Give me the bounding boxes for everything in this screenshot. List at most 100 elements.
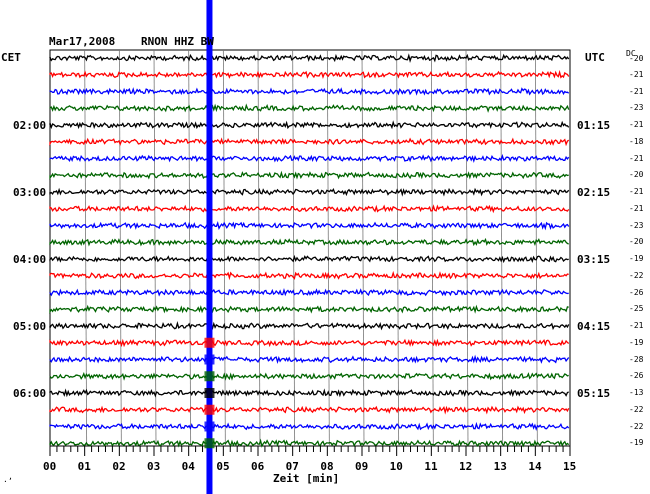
x-tick-label: 00 <box>43 460 57 473</box>
event-burst <box>204 404 215 415</box>
dc-offset-value: -20 <box>629 170 644 180</box>
minute-gridline <box>84 49 88 447</box>
seismic-trace <box>49 304 569 314</box>
minute-gridline <box>118 49 122 447</box>
utc-time-label: 02:15 <box>577 186 611 199</box>
recording-date: Mar17,2008 <box>49 35 116 48</box>
seismic-trace <box>49 254 569 264</box>
dc-offset-value: -26 <box>629 371 644 381</box>
minute-gridline <box>534 49 538 447</box>
seismic-trace <box>49 321 570 331</box>
dc-offset-value: -19 <box>629 254 644 263</box>
x-axis-title: Zeit [min] <box>273 472 340 485</box>
dc-offset-header: DC <box>626 49 636 58</box>
dc-offset-value: -19 <box>629 438 644 448</box>
seismic-trace <box>49 137 570 147</box>
utc-time-label: 04:15 <box>577 320 611 333</box>
plot-frame <box>49 49 571 447</box>
dc-offset-value: -25 <box>629 304 644 314</box>
x-tick-label: 10 <box>389 460 403 473</box>
event-burst <box>204 337 215 348</box>
dc-offset-value: -13 <box>629 388 644 397</box>
x-tick-label: 07 <box>285 460 299 473</box>
event-burst <box>204 371 215 382</box>
seismic-trace <box>49 204 570 214</box>
seismic-trace <box>49 372 569 381</box>
minute-gridline <box>396 49 400 447</box>
dc-offset-value: -21 <box>629 69 644 79</box>
minute-gridline <box>188 49 192 447</box>
event-burst <box>204 421 215 432</box>
cet-time-label: 04:00 <box>13 253 47 266</box>
minute-gridline <box>326 49 330 447</box>
x-tick-label: 05 <box>216 460 230 473</box>
x-tick-label: 13 <box>493 460 507 473</box>
seismic-trace <box>49 120 570 130</box>
seismic-trace <box>49 388 570 398</box>
event-burst <box>204 388 215 398</box>
seismic-trace <box>49 170 569 180</box>
seismic-trace <box>49 338 570 348</box>
utc-time-label: 05:15 <box>577 387 611 400</box>
right-timezone-label: UTC <box>585 51 605 64</box>
seismic-trace <box>49 221 570 231</box>
x-tick-label: 09 <box>355 460 369 473</box>
seismic-trace <box>49 270 569 281</box>
minute-gridline <box>257 49 261 447</box>
utc-time-label: 03:15 <box>577 253 611 266</box>
seismic-trace <box>49 53 570 63</box>
dc-offset-value: -21 <box>629 120 644 129</box>
station-channel: RNON HHZ BW <box>141 35 214 48</box>
seismic-trace <box>49 237 570 247</box>
x-tick-label: 01 <box>77 460 91 473</box>
dc-offset-value: -22 <box>629 270 644 280</box>
seismic-trace <box>49 153 570 164</box>
minute-gridline <box>430 49 434 447</box>
dc-offset-value: -22 <box>629 404 644 414</box>
minute-gridline <box>153 49 157 447</box>
dc-offset-value: -23 <box>629 220 644 230</box>
seismic-trace <box>49 187 570 197</box>
minute-gridline <box>465 49 469 447</box>
x-tick-label: 06 <box>251 460 265 473</box>
corner-mark: ·ʼ <box>3 477 13 486</box>
dc-offset-value: -23 <box>629 103 644 113</box>
seismic-trace <box>49 421 570 431</box>
left-timezone-label: CET <box>1 51 21 64</box>
minute-gridline <box>222 49 226 447</box>
seismic-trace <box>49 287 569 297</box>
seismic-trace <box>49 103 570 113</box>
cet-time-label: 03:00 <box>13 186 47 199</box>
x-tick-label: 14 <box>528 460 542 473</box>
dc-offset-value: -21 <box>629 321 644 330</box>
event-burst <box>204 438 215 449</box>
cet-time-label: 02:00 <box>13 119 47 132</box>
dc-offset-value: -20 <box>629 237 644 247</box>
seismic-trace <box>49 354 570 365</box>
minute-gridline <box>292 49 296 447</box>
cet-time-label: 06:00 <box>13 387 47 400</box>
seismic-trace <box>49 405 570 415</box>
dc-offset-value: -18 <box>629 136 644 146</box>
dc-offset-value: -28 <box>629 354 644 364</box>
minute-gridline <box>500 49 504 447</box>
dc-offset-value: -21 <box>629 203 644 213</box>
x-tick-label: 11 <box>424 460 438 473</box>
dc-offset-value: -21 <box>629 187 644 196</box>
dc-offset-value: -21 <box>629 86 644 96</box>
x-tick-label: 15 <box>563 460 577 473</box>
utc-time-label: 01:15 <box>577 119 611 132</box>
dc-offset-value: -20 <box>629 54 644 63</box>
event-burst <box>204 354 215 365</box>
x-tick-label: 12 <box>459 460 473 473</box>
seismic-trace <box>49 69 570 80</box>
seismic-trace <box>49 438 570 448</box>
event-marker-line <box>206 0 213 494</box>
seismic-trace <box>49 87 570 96</box>
dc-offset-value: -19 <box>629 337 644 347</box>
x-tick-label: 04 <box>181 460 195 473</box>
dc-offset-value: -26 <box>629 287 644 297</box>
minute-gridline <box>361 49 365 447</box>
